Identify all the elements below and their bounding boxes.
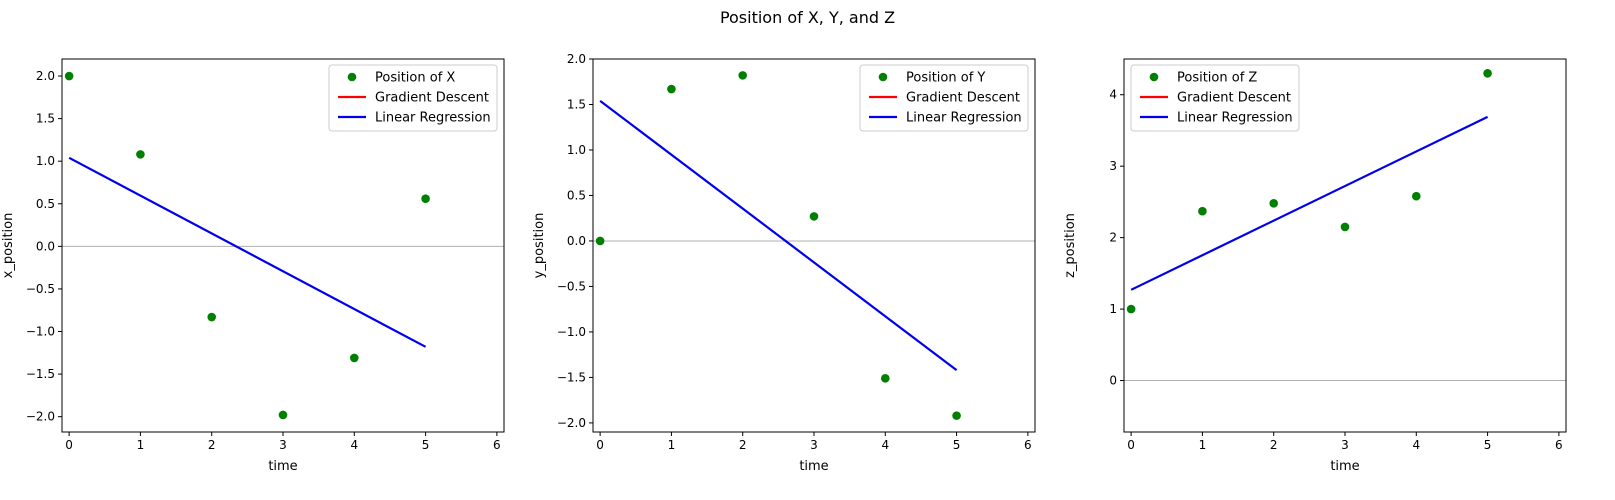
y-tick-label: −2.0 <box>26 410 55 424</box>
x-tick-label: 4 <box>881 438 889 452</box>
y-tick-label: −1.5 <box>26 367 55 381</box>
legend-label: Gradient Descent <box>1177 91 1291 106</box>
x-tick-label: 4 <box>350 438 358 452</box>
legend-label: Linear Regression <box>375 111 491 126</box>
y-axis-label: z_position <box>1063 213 1078 278</box>
data-point <box>1483 68 1492 78</box>
x-tick-label: 3 <box>279 438 287 452</box>
y-tick-label: −2.0 <box>557 416 586 430</box>
y-tick-label: 2.0 <box>567 52 586 66</box>
y-tick-label: −1.0 <box>557 325 586 339</box>
data-point <box>1198 206 1207 216</box>
legend-label: Position of Z <box>1177 71 1257 86</box>
x-tick-label: 2 <box>208 438 216 452</box>
x-tick-label: 1 <box>137 438 145 452</box>
legend-box <box>1130 64 1300 132</box>
chart-panel-1: 0 1 2 3 4 5 6 −2.0 −1.5 −1.0 −0.5 0.0 0.5 1.0 1.5 2.0 ti… <box>1 58 505 474</box>
legend-marker-point <box>347 72 357 82</box>
data-point <box>278 410 288 420</box>
data-point <box>349 353 359 363</box>
y-tick-label: −1.0 <box>26 325 55 339</box>
x-tick-label: 3 <box>1341 438 1349 452</box>
legend: Position of X Gradient Descent Linear Regr… <box>328 64 498 132</box>
data-point <box>809 212 819 221</box>
y-tick-label: 1.0 <box>36 154 55 168</box>
y-tick-label: 1 <box>1109 302 1117 316</box>
y-tick-label: 0.0 <box>567 234 586 248</box>
data-point <box>1411 191 1421 201</box>
y-tick-label: 0.5 <box>36 197 55 211</box>
chart-panel-3: 0 1 2 3 4 5 6 0 1 2 3 4 time z_position Position of Z G… <box>1063 58 1567 474</box>
x-tick-label: 5 <box>422 438 430 452</box>
y-tick-label: 1.5 <box>567 97 586 111</box>
linear-regression-line <box>68 156 427 348</box>
legend: Position of Y Gradient Descent Linear Regr… <box>859 64 1029 132</box>
y-tick-label: 2 <box>1109 231 1117 245</box>
legend-box <box>328 64 498 132</box>
x-axis-label: time <box>799 459 828 474</box>
y-tick-label: 1.5 <box>36 112 55 126</box>
data-point <box>1340 222 1350 232</box>
x-tick-label: 5 <box>1484 438 1492 452</box>
x-tick-label: 0 <box>65 438 73 452</box>
y-tick-label: −0.5 <box>557 279 586 293</box>
y-tick-label: 2.0 <box>36 69 55 83</box>
x-tick-label: 0 <box>596 438 604 452</box>
x-tick-label: 6 <box>1024 438 1032 452</box>
data-point <box>667 84 676 94</box>
x-tick-label: 6 <box>1555 438 1563 452</box>
x-tick-label: 2 <box>739 438 747 452</box>
data-point <box>207 312 217 322</box>
x-axis-label: time <box>268 459 297 474</box>
legend: Position of Z Gradient Descent Linear Regr… <box>1130 64 1300 132</box>
data-point <box>952 411 961 420</box>
legend-label: Linear Regression <box>1177 111 1293 126</box>
y-tick-label: −1.5 <box>557 370 586 384</box>
legend-marker-point <box>1149 72 1159 82</box>
legend-label: Gradient Descent <box>906 91 1020 106</box>
data-point <box>136 150 145 159</box>
data-point <box>880 374 890 383</box>
linear-regression-line <box>1130 115 1489 291</box>
x-tick-label: 5 <box>953 438 961 452</box>
legend-label: Position of X <box>375 71 455 86</box>
legend-label: Position of Y <box>906 71 985 86</box>
y-tick-label: 0 <box>1109 374 1117 388</box>
data-point <box>738 71 748 80</box>
linear-regression-line <box>599 99 958 372</box>
legend-label: Linear Regression <box>906 111 1022 126</box>
y-tick-label: −0.5 <box>26 282 55 296</box>
legend-box <box>859 64 1029 132</box>
x-tick-label: 6 <box>493 438 501 452</box>
legend-label: Gradient Descent <box>375 91 489 106</box>
x-tick-label: 3 <box>810 438 818 452</box>
data-point <box>64 71 74 81</box>
data-point <box>1126 304 1136 314</box>
y-tick-label: 0.5 <box>567 188 586 202</box>
y-axis-label: y_position <box>532 213 547 279</box>
y-tick-label: 0.0 <box>36 239 55 253</box>
x-tick-label: 2 <box>1270 438 1278 452</box>
x-tick-label: 0 <box>1127 438 1135 452</box>
chart-panel-2: 0 1 2 3 4 5 6 −2.0 −1.5 −1.0 −0.5 0.0 0.5 1.0 1.5 2.0 ti… <box>532 52 1036 474</box>
data-point <box>421 194 430 203</box>
x-tick-label: 1 <box>1199 438 1207 452</box>
figure-title: Position of X, Y, and Z <box>719 8 896 27</box>
legend-marker-point <box>878 72 888 82</box>
y-tick-label: 1.0 <box>567 143 586 157</box>
data-point <box>595 236 605 246</box>
x-tick-label: 4 <box>1412 438 1420 452</box>
y-tick-label: 3 <box>1109 159 1117 173</box>
x-tick-label: 1 <box>668 438 676 452</box>
y-axis-label: x_position <box>1 213 16 279</box>
x-axis-label: time <box>1330 459 1359 474</box>
data-point <box>1269 199 1279 208</box>
y-tick-label: 4 <box>1109 88 1117 102</box>
